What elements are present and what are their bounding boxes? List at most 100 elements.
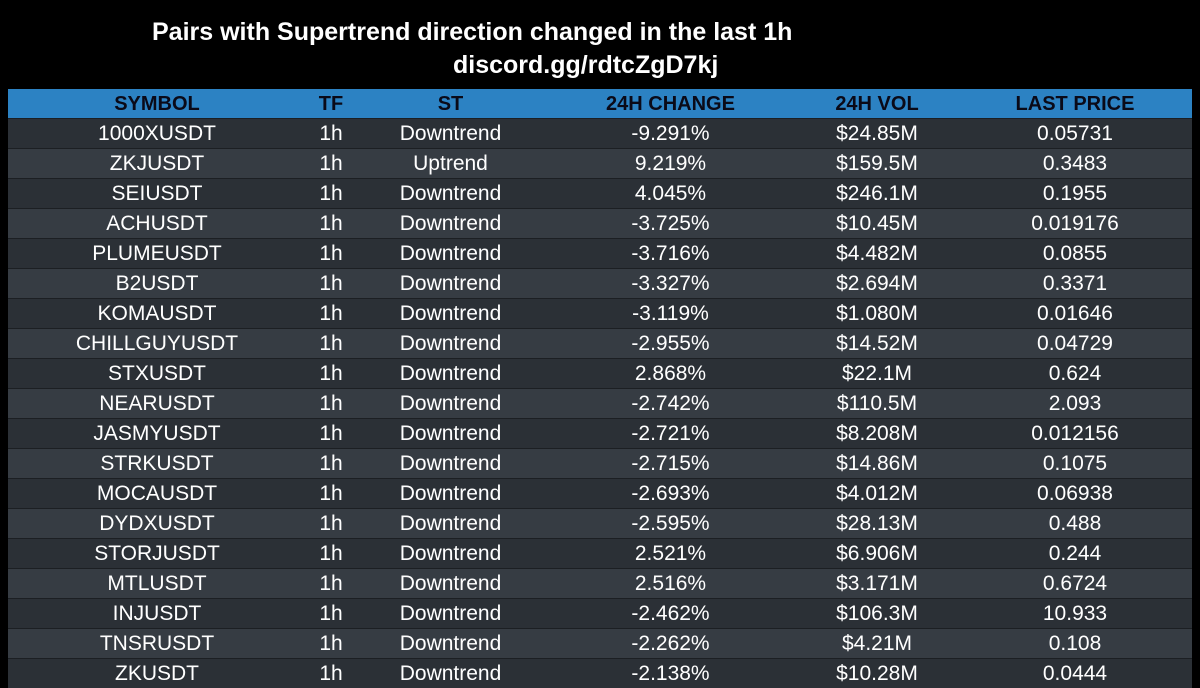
- column-header-24h-change: 24H CHANGE: [606, 92, 735, 115]
- volume-cell: $110.5M: [836, 391, 918, 415]
- volume-cell: $10.28M: [836, 661, 918, 685]
- timeframe-cell: 1h: [319, 481, 343, 505]
- price-cell: 0.6724: [1042, 571, 1108, 595]
- symbol-cell: STRKUSDT: [100, 451, 214, 475]
- discord-link: discord.gg/rdtcZgD7kj: [453, 51, 719, 79]
- column-header-st: ST: [437, 92, 464, 115]
- timeframe-cell: 1h: [319, 511, 343, 535]
- table-row: B2USDT 1h Downtrend -3.327% $2.694M 0.3371: [8, 268, 1192, 298]
- change-cell: -2.138%: [631, 661, 710, 685]
- change-cell: -2.955%: [631, 331, 710, 355]
- table-row: INJUSDT 1h Downtrend -2.462% $106.3M 10.933: [8, 598, 1192, 628]
- symbol-cell: 1000XUSDT: [98, 121, 216, 145]
- timeframe-cell: 1h: [319, 271, 343, 295]
- table-row: SEIUSDT 1h Downtrend 4.045% $246.1M 0.1955: [8, 178, 1192, 208]
- supertrend-cell: Downtrend: [399, 271, 502, 295]
- volume-cell: $159.5M: [836, 151, 918, 175]
- price-cell: 0.0444: [1042, 661, 1108, 685]
- volume-cell: $10.45M: [836, 211, 918, 235]
- change-cell: -3.327%: [631, 271, 710, 295]
- price-cell: 10.933: [1042, 601, 1108, 625]
- volume-cell: $8.208M: [836, 421, 918, 445]
- table-body: 1000XUSDT 1h Downtrend -9.291% $24.85M 0.0573…: [8, 118, 1192, 688]
- symbol-cell: INJUSDT: [112, 601, 202, 625]
- symbol-cell: MTLUSDT: [107, 571, 207, 595]
- table-row: ZKUSDT 1h Downtrend -2.138% $10.28M 0.0444: [8, 658, 1192, 688]
- table-row: MTLUSDT 1h Downtrend 2.516% $3.171M 0.6724: [8, 568, 1192, 598]
- timeframe-cell: 1h: [319, 661, 343, 685]
- symbol-cell: CHILLGUYUSDT: [75, 331, 239, 355]
- supertrend-cell: Downtrend: [399, 121, 502, 145]
- table-row: PLUMEUSDT 1h Downtrend -3.716% $4.482M 0.0855: [8, 238, 1192, 268]
- price-cell: 0.06938: [1037, 481, 1113, 505]
- volume-cell: $4.482M: [836, 241, 918, 265]
- timeframe-cell: 1h: [319, 631, 343, 655]
- table-row: DYDXUSDT 1h Downtrend -2.595% $28.13M 0.488: [8, 508, 1192, 538]
- supertrend-cell: Downtrend: [399, 571, 502, 595]
- price-cell: 0.012156: [1031, 421, 1119, 445]
- price-cell: 0.1075: [1042, 451, 1108, 475]
- price-cell: 0.04729: [1037, 331, 1113, 355]
- price-cell: 0.0855: [1042, 241, 1108, 265]
- supertrend-cell: Downtrend: [399, 181, 502, 205]
- price-cell: 2.093: [1048, 391, 1102, 415]
- change-cell: -2.595%: [631, 511, 710, 535]
- symbol-cell: NEARUSDT: [99, 391, 215, 415]
- volume-cell: $22.1M: [841, 361, 913, 385]
- volume-cell: $14.86M: [836, 451, 918, 475]
- timeframe-cell: 1h: [319, 211, 343, 235]
- timeframe-cell: 1h: [319, 331, 343, 355]
- timeframe-cell: 1h: [319, 451, 343, 475]
- symbol-cell: MOCAUSDT: [96, 481, 218, 505]
- supertrend-cell: Downtrend: [399, 211, 502, 235]
- price-cell: 0.488: [1048, 511, 1102, 535]
- supertrend-cell: Downtrend: [399, 331, 502, 355]
- price-cell: 0.3371: [1042, 271, 1108, 295]
- change-cell: -9.291%: [631, 121, 710, 145]
- timeframe-cell: 1h: [319, 181, 343, 205]
- timeframe-cell: 1h: [319, 361, 343, 385]
- change-cell: -2.721%: [631, 421, 710, 445]
- pairs-table: SYMBOL TF ST 24H CHANGE 24H VOL LAST PRI…: [8, 89, 1192, 688]
- supertrend-cell: Downtrend: [399, 391, 502, 415]
- timeframe-cell: 1h: [319, 151, 343, 175]
- price-cell: 0.019176: [1031, 211, 1119, 235]
- column-header-last-price: LAST PRICE: [1015, 92, 1135, 115]
- symbol-cell: DYDXUSDT: [99, 511, 215, 535]
- volume-cell: $2.694M: [836, 271, 918, 295]
- symbol-cell: PLUMEUSDT: [92, 241, 222, 265]
- change-cell: -3.716%: [631, 241, 710, 265]
- table-row: ZKJUSDT 1h Uptrend 9.219% $159.5M 0.3483: [8, 148, 1192, 178]
- change-cell: -2.693%: [631, 481, 710, 505]
- timeframe-cell: 1h: [319, 571, 343, 595]
- table-row: 1000XUSDT 1h Downtrend -9.291% $24.85M 0.0573…: [8, 118, 1192, 148]
- change-cell: -2.715%: [631, 451, 710, 475]
- supertrend-cell: Downtrend: [399, 481, 502, 505]
- timeframe-cell: 1h: [319, 301, 343, 325]
- change-cell: 2.516%: [634, 571, 707, 595]
- change-cell: -3.725%: [631, 211, 710, 235]
- supertrend-cell: Downtrend: [399, 661, 502, 685]
- supertrend-cell: Uptrend: [413, 151, 488, 175]
- table-row: STXUSDT 1h Downtrend 2.868% $22.1M 0.624: [8, 358, 1192, 388]
- supertrend-cell: Downtrend: [399, 541, 502, 565]
- price-cell: 0.244: [1048, 541, 1102, 565]
- timeframe-cell: 1h: [319, 601, 343, 625]
- supertrend-cell: Downtrend: [399, 511, 502, 535]
- supertrend-cell: Downtrend: [399, 421, 502, 445]
- change-cell: 2.521%: [634, 541, 707, 565]
- column-header-24h-vol: 24H VOL: [835, 92, 919, 115]
- change-cell: -2.462%: [631, 601, 710, 625]
- change-cell: 2.868%: [634, 361, 707, 385]
- volume-cell: $246.1M: [836, 181, 918, 205]
- symbol-cell: ZKUSDT: [115, 661, 199, 685]
- change-cell: 4.045%: [634, 181, 707, 205]
- price-cell: 0.3483: [1042, 151, 1108, 175]
- change-cell: 9.219%: [634, 151, 707, 175]
- volume-cell: $6.906M: [836, 541, 918, 565]
- column-header-symbol: SYMBOL: [114, 92, 200, 115]
- volume-cell: $28.13M: [836, 511, 918, 535]
- supertrend-cell: Downtrend: [399, 361, 502, 385]
- supertrend-cell: Downtrend: [399, 601, 502, 625]
- volume-cell: $106.3M: [836, 601, 918, 625]
